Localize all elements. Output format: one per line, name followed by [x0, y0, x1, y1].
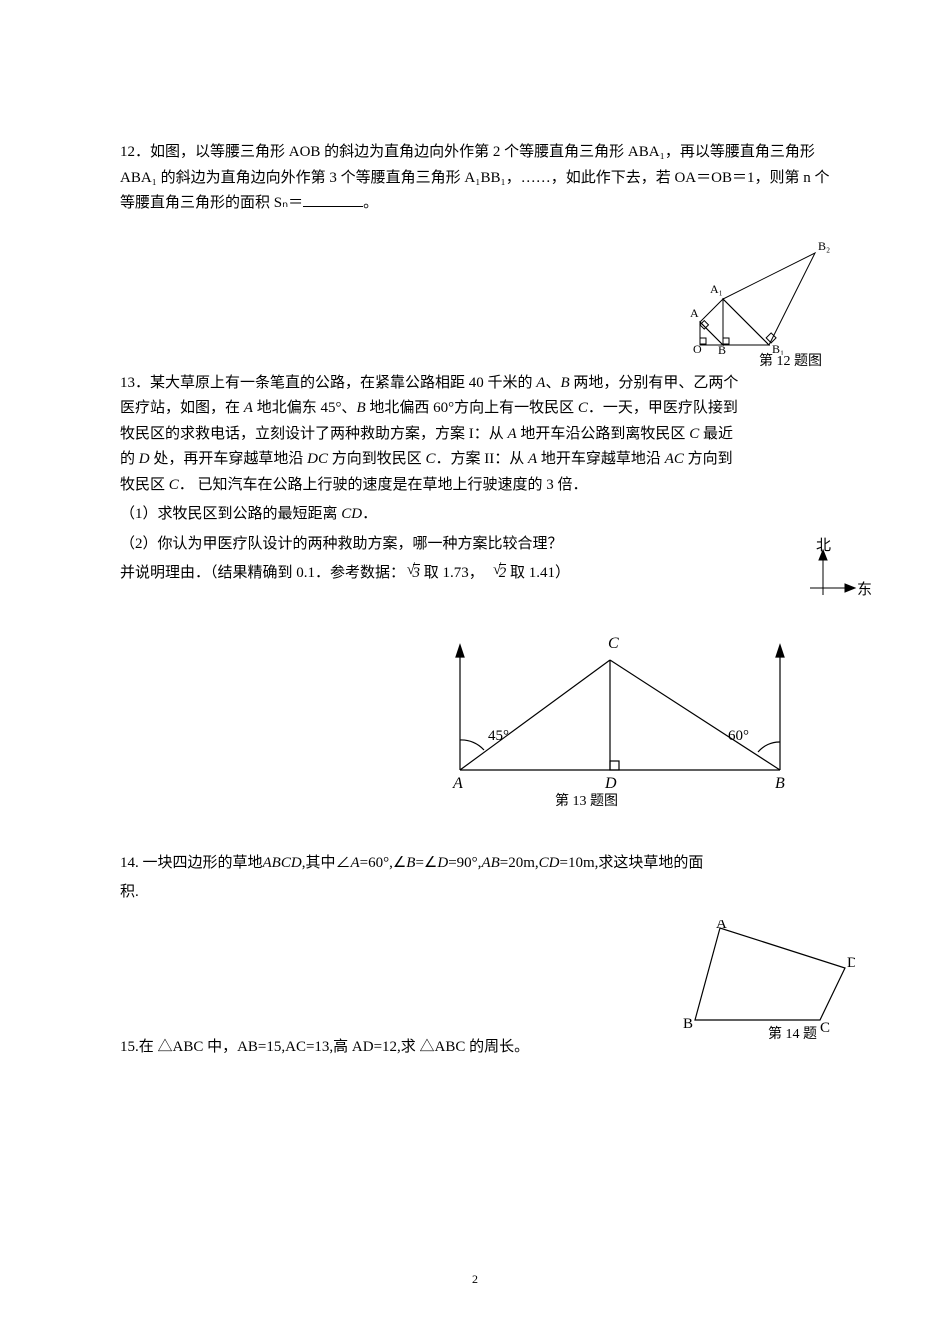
q15-text: 15.在 △ABC 中，AB=15,AC=13,高 AD=12,求 △ABC 的…	[120, 1035, 840, 1061]
q13-p1: （1）求牧民区到公路的最短距离 CD．	[120, 502, 840, 528]
lbl14-A: A	[716, 920, 727, 932]
q14-text2: 积.	[120, 880, 840, 906]
q13-l4: 的 D 处，再开车穿越草地沿 DC 方向到牧民区 C．方案 II：从 A 地开车…	[120, 447, 840, 473]
lbl14-C: C	[820, 1020, 830, 1035]
lbl-A1: A₁	[710, 282, 723, 296]
lbl-B2b: B	[775, 775, 785, 790]
ang60: 60°	[728, 728, 749, 744]
ang45: 45°	[488, 728, 509, 744]
q12-period: 。	[363, 195, 378, 211]
lbl-A: A	[690, 306, 699, 320]
fig14-caption: 第 14 题	[768, 1023, 817, 1047]
fig13: 45° 60° C A D B	[430, 620, 810, 790]
lbl-B2: B₂	[818, 239, 830, 253]
q13-l1: 13．某大草原上有一条笔直的公路，在紧靠公路相距 40 千米的 A、B 两地，分…	[120, 371, 840, 397]
lbl-D2: D	[604, 775, 617, 790]
q13-p3: 并说明理由．（结果精确到 0.1．参考数据： √ 3 取 1.73， √ 2 取…	[120, 561, 840, 587]
sqrt2: √ 2	[495, 561, 506, 587]
lbl14-D: D	[847, 955, 855, 971]
q12-blank[interactable]	[303, 193, 363, 207]
q13-l5: 牧民区 C． 已知汽车在公路上行驶的速度是在草地上行驶速度的 3 倍．	[120, 473, 840, 499]
q13-l2: 医疗站，如图，在 A 地北偏东 45°、B 地北偏西 60°方向上有一牧民区 C…	[120, 396, 840, 422]
q12-body: 12．如图，以等腰三角形 AOB 的斜边为直角边向外作第 2 个等腰直角三角形 …	[120, 144, 829, 211]
compass-n: 北	[816, 534, 831, 560]
fig12: O B A A₁ B₁ B₂	[680, 225, 840, 365]
q14-text: 14. 一块四边形的草地ABCD,其中∠A=60°,∠B=∠D=90°,AB=2…	[120, 851, 840, 877]
compass: 北 东	[805, 540, 865, 610]
lbl14-B: B	[683, 1016, 693, 1032]
sqrt3: √ 3	[409, 561, 420, 587]
fig12-caption: 第 12 题图	[759, 350, 822, 374]
lbl-A2: A	[452, 775, 463, 790]
compass-e: 东	[857, 578, 872, 604]
q12-text: 12．如图，以等腰三角形 AOB 的斜边为直角边向外作第 2 个等腰直角三角形 …	[120, 140, 840, 217]
fig13-caption: 第 13 题图	[555, 790, 618, 814]
q13-l3: 牧民区的求救电话，立刻设计了两种救助方案，方案 I：从 A 地开车沿公路到离牧民…	[120, 422, 840, 448]
lbl-B: B	[718, 343, 726, 355]
page-number: 2	[472, 1269, 478, 1289]
fig12-svg: O B A A₁ B₁ B₂	[680, 225, 840, 355]
fig14: A B C D	[680, 920, 855, 1035]
lbl-O: O	[693, 342, 702, 355]
lbl-C: C	[608, 635, 619, 652]
q13-p2: （2）你认为甲医疗队设计的两种救助方案，哪一种方案比较合理？	[120, 532, 840, 558]
